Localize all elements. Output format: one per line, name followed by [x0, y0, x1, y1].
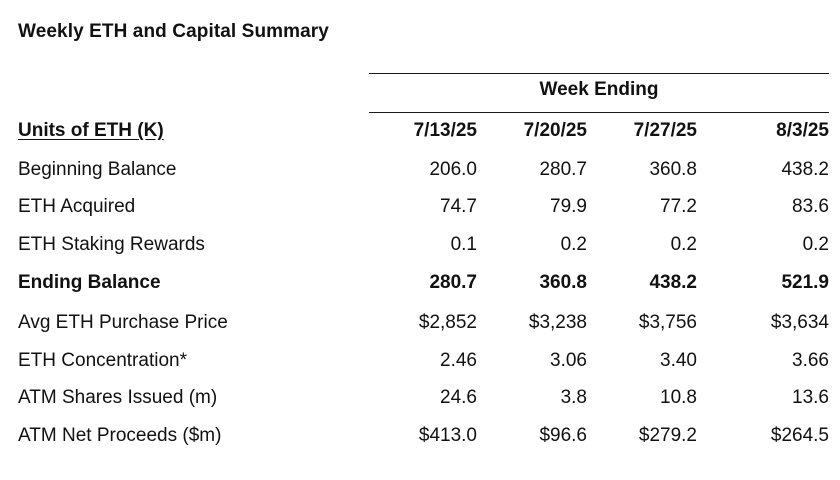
cell-week-2: 280.7 — [539, 159, 587, 180]
cell-week-1: $2,852 — [418, 312, 477, 333]
cell-week-1: 280.7 — [429, 272, 477, 293]
cell-week-2: 0.2 — [560, 234, 587, 255]
cell-week-1: $413.0 — [418, 425, 477, 446]
row-label: ETH Acquired — [18, 196, 136, 217]
row-label: ETH Staking Rewards — [18, 234, 205, 255]
row-label: ATM Shares Issued (m) — [18, 387, 218, 408]
cell-week-2: 3.06 — [550, 350, 587, 371]
units-label: Units of ETH (K) — [18, 120, 164, 141]
column-header-week-1: 7/13/25 — [413, 120, 477, 141]
cell-week-3: 3.40 — [660, 350, 697, 371]
cell-week-4: 438.2 — [781, 159, 829, 180]
cell-week-1: 206.0 — [429, 159, 477, 180]
row-eth-acquired: ETH Acquired 74.7 79.9 77.2 83.6 — [0, 196, 840, 230]
row-atm-net-proceeds: ATM Net Proceeds ($m) $413.0 $96.6 $279.… — [0, 425, 840, 459]
cell-week-4: 0.2 — [802, 234, 829, 255]
cell-week-2: 3.8 — [560, 387, 587, 408]
cell-week-3: $3,756 — [638, 312, 697, 333]
cell-week-3: 10.8 — [660, 387, 697, 408]
row-eth-concentration: ETH Concentration* 2.46 3.06 3.40 3.66 — [0, 350, 840, 384]
cell-week-3: 360.8 — [649, 159, 697, 180]
cell-week-2: $3,238 — [528, 312, 587, 333]
column-header-week-3: 7/27/25 — [633, 120, 697, 141]
cell-week-4: 13.6 — [792, 387, 829, 408]
cell-week-3: 77.2 — [660, 196, 697, 217]
column-header-row: Units of ETH (K) 7/13/25 7/20/25 7/27/25… — [0, 120, 840, 154]
cell-week-1: 74.7 — [440, 196, 477, 217]
week-ending-header: Week Ending — [539, 79, 659, 100]
row-label: Avg ETH Purchase Price — [18, 312, 228, 333]
row-label: Ending Balance — [18, 272, 161, 293]
cell-week-3: 438.2 — [649, 272, 697, 293]
header-mid-rule — [369, 112, 829, 113]
column-header-week-4: 8/3/25 — [776, 120, 829, 141]
column-header-week-2: 7/20/25 — [523, 120, 587, 141]
row-beginning-balance: Beginning Balance 206.0 280.7 360.8 438.… — [0, 159, 840, 193]
cell-week-1: 24.6 — [440, 387, 477, 408]
cell-week-2: 79.9 — [550, 196, 587, 217]
page-title: Weekly ETH and Capital Summary — [18, 21, 329, 42]
row-label: ATM Net Proceeds ($m) — [18, 425, 222, 446]
row-eth-staking-rewards: ETH Staking Rewards 0.1 0.2 0.2 0.2 — [0, 234, 840, 268]
cell-week-2: $96.6 — [539, 425, 587, 446]
row-atm-shares-issued: ATM Shares Issued (m) 24.6 3.8 10.8 13.6 — [0, 387, 840, 421]
cell-week-1: 2.46 — [440, 350, 477, 371]
row-label: Beginning Balance — [18, 159, 177, 180]
row-avg-eth-purchase-price: Avg ETH Purchase Price $2,852 $3,238 $3,… — [0, 312, 840, 346]
cell-week-4: $3,634 — [770, 312, 829, 333]
cell-week-4: 521.9 — [781, 272, 829, 293]
cell-week-4: 3.66 — [792, 350, 829, 371]
row-ending-balance: Ending Balance 280.7 360.8 438.2 521.9 — [0, 272, 840, 306]
cell-week-3: $279.2 — [638, 425, 697, 446]
cell-week-2: 360.8 — [539, 272, 587, 293]
cell-week-3: 0.2 — [670, 234, 697, 255]
cell-week-4: 83.6 — [792, 196, 829, 217]
cell-week-4: $264.5 — [770, 425, 829, 446]
row-label: ETH Concentration* — [18, 350, 187, 371]
cell-week-1: 0.1 — [450, 234, 477, 255]
header-top-rule — [369, 73, 829, 74]
